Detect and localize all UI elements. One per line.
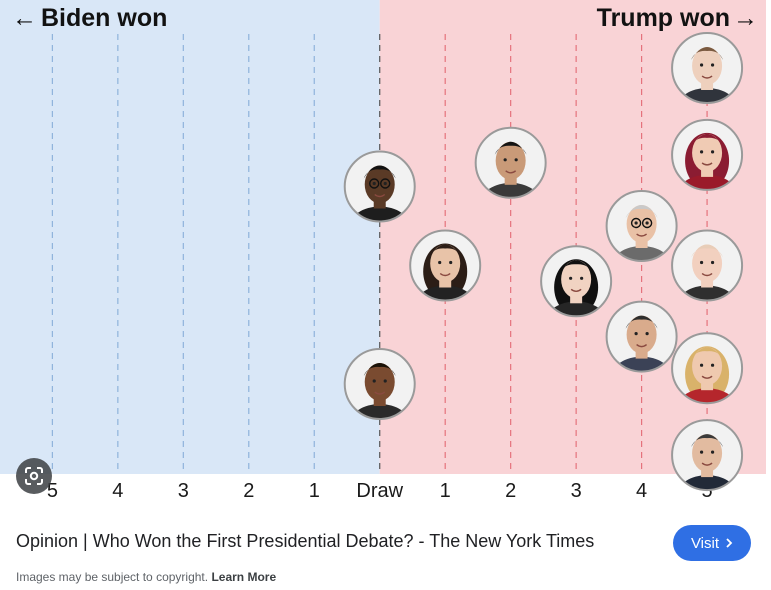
biden-side-background: [0, 0, 380, 474]
debate-chart: 5 4 3 2 1 Draw 1 2 3 4 5 ← Biden won Trump won →: [0, 0, 771, 510]
panelist-points: [343, 32, 744, 510]
tick-label: 3: [571, 480, 582, 502]
panelist-point[interactable]: [409, 229, 482, 326]
panelist-point[interactable]: [540, 245, 613, 341]
learn-more-link[interactable]: Learn More: [211, 570, 277, 584]
lens-icon: [25, 467, 43, 485]
visit-button[interactable]: Visit: [673, 525, 751, 561]
visit-label: Visit: [690, 534, 720, 552]
tick-label: 1: [440, 480, 451, 502]
copyright-text: Images may be subject to copyright.: [16, 570, 209, 584]
tick-label: 4: [636, 480, 647, 502]
chevron-right-icon: [726, 538, 733, 548]
tick-label: 4: [112, 480, 123, 502]
panelist-point[interactable]: [605, 300, 678, 397]
image-caption[interactable]: Opinion | Who Won the First Presidential…: [16, 531, 595, 551]
panelist-point[interactable]: [671, 332, 744, 428]
panelist-point[interactable]: [474, 126, 547, 223]
panelist-point[interactable]: [605, 190, 678, 286]
lens-search-button[interactable]: [16, 458, 52, 494]
tick-label: 3: [178, 480, 189, 502]
tick-label: 1: [309, 480, 320, 502]
tick-label: Draw: [356, 480, 403, 502]
panelist-point[interactable]: [671, 32, 744, 128]
tick-label: 2: [243, 480, 254, 502]
panelist-point[interactable]: [671, 118, 744, 215]
trump-won-label: Trump won →: [597, 4, 758, 32]
tick-label: 5: [47, 480, 58, 502]
panelist-point[interactable]: [671, 419, 744, 510]
biden-won-label: ← Biden won: [12, 4, 167, 32]
panelist-point[interactable]: [671, 229, 744, 326]
panelist-point[interactable]: [343, 348, 416, 444]
tick-label: 2: [505, 480, 516, 502]
copyright-notice: Images may be subject to copyright. Lear…: [16, 570, 276, 584]
axis-background: [0, 474, 771, 510]
panelist-point[interactable]: [343, 150, 416, 247]
